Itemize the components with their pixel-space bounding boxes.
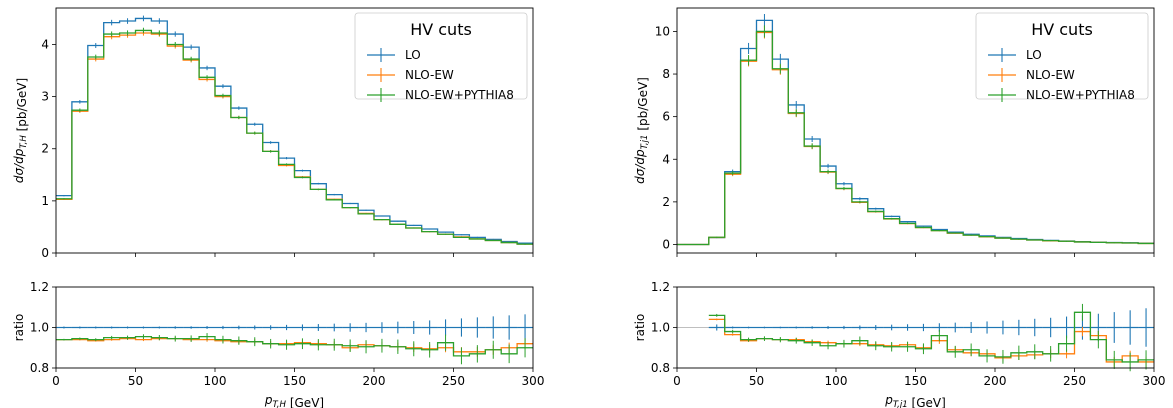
x-tick-label: 50 [749,374,764,388]
x-tick-label: 50 [128,374,143,388]
main-panel: 0 2 4 6 8 10 dσ/dpT,j1 [pb/GeV] HV cuts LO NLO-EW… [633,7,1155,257]
series-line [677,30,1154,246]
y-tick-label: 2 [41,142,49,156]
y-axis-label: ratio [633,314,647,342]
legend-box [354,12,528,100]
series-lo [56,314,533,341]
y-tick-label: 1.0 [651,321,670,335]
y-tick-label: 0 [662,237,670,251]
y-tick-label: 1.2 [30,280,49,294]
x-tick-label: 250 [1063,374,1086,388]
y-axis-label: dσ/dpT,H [pb/GeV] [12,78,29,183]
series-nlo-ew-pythia8 [708,303,1154,372]
left-figure-pt-h: 0 1 2 3 4 dσ/dpT,H [pb/GeV] HV cuts LO NLO-EW NLO… [12,7,544,408]
y-tick-label: 3 [41,90,49,104]
legend-entry: NLO-EW [1026,68,1075,82]
series-nlo-ew-pythia8 [56,27,533,245]
x-tick-label: 100 [825,374,848,388]
ratio-panel: 0.8 1.0 1.2 0 50 100 150 200 250 300 ratio [633,280,1165,388]
ratio-panel: 0.8 1.0 1.2 0 50 100 150 200 250 300 ratio [12,280,544,388]
x-tick-label: 300 [522,374,545,388]
y-tick-label: 1 [41,194,49,208]
x-tick-label: 200 [984,374,1007,388]
legend-entry: LO [405,48,421,62]
series-line [56,335,533,357]
x-tick-label: 0 [673,374,681,388]
series-lo [708,308,1154,347]
legend-title: HV cuts [410,20,472,39]
y-axis-label: dσ/dpT,j1 [pb/GeV] [633,77,650,184]
x-tick-label: 0 [52,374,60,388]
x-tick-label: 250 [442,374,465,388]
y-tick-label: 0.8 [651,361,670,375]
y-axis-label: ratio [12,314,26,342]
y-tick-label: 10 [655,24,670,38]
x-axis-label: pT,H [GeV] [264,393,324,408]
series-line [708,311,1154,363]
legend-entry: NLO-EW+PYTHIA8 [1026,88,1135,102]
legend-box [975,12,1149,100]
x-tick-label: 300 [1143,374,1166,388]
y-tick-label: 1.0 [30,321,49,335]
x-axis-label: pT,j1 [GeV] [884,393,946,408]
legend: HV cuts LO NLO-EW NLO-EW+PYTHIA8 [975,12,1149,102]
x-tick-label: 150 [904,374,927,388]
right-figure-pt-j1: 0 2 4 6 8 10 dσ/dpT,j1 [pb/GeV] HV cuts LO NLO-EW… [633,7,1165,408]
legend-entry: LO [1026,48,1042,62]
y-tick-label: 2 [662,195,670,209]
y-tick-label: 1.2 [651,280,670,294]
x-tick-label: 150 [283,374,306,388]
y-tick-label: 8 [662,67,670,81]
legend: HV cuts LO NLO-EW NLO-EW+PYTHIA8 [354,12,528,102]
series-line [56,29,533,245]
series-nlo-ew-pythia8 [677,25,1154,246]
legend-entry: NLO-EW [405,68,454,82]
series-nlo-ew-pythia8 [56,333,533,365]
x-tick-label: 100 [204,374,227,388]
x-tick-label: 200 [363,374,386,388]
y-tick-label: 0.8 [30,361,49,375]
legend-entry: NLO-EW+PYTHIA8 [405,88,514,102]
y-tick-label: 4 [662,152,670,166]
y-tick-label: 4 [41,37,49,51]
main-panel: 0 1 2 3 4 dσ/dpT,H [pb/GeV] HV cuts LO NLO-EW NLO… [12,7,534,260]
y-tick-label: 6 [662,110,670,124]
legend-title: HV cuts [1031,20,1093,39]
y-tick-label: 0 [41,246,49,260]
